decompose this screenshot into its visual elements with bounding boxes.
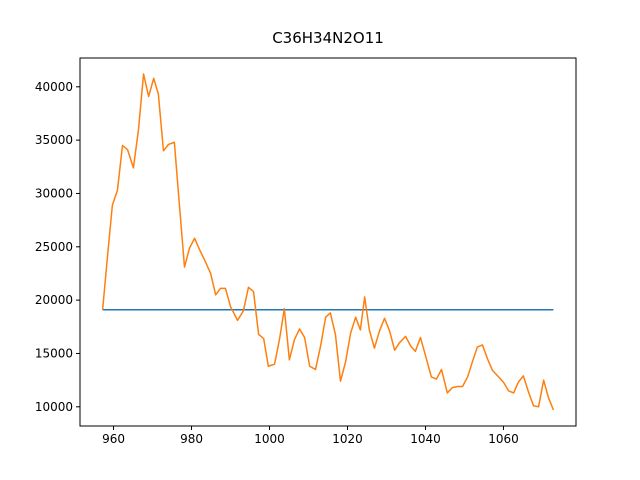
y-tick-label: 40000 — [35, 80, 73, 94]
line-series — [101, 73, 555, 411]
chart-title: C36H34N2O11 — [272, 29, 384, 47]
x-tick-label: 980 — [180, 432, 203, 446]
plot-frame — [79, 57, 577, 427]
x-tick-label: 1060 — [488, 432, 519, 446]
x-tick-label: 1040 — [410, 432, 441, 446]
x-tick-label: 1000 — [254, 432, 285, 446]
y-tick-label: 30000 — [35, 186, 73, 200]
y-tick-label: 35000 — [35, 133, 73, 147]
x-tick-label: 1020 — [332, 432, 363, 446]
y-tick-label: 25000 — [35, 240, 73, 254]
y-tick-label: 20000 — [35, 293, 73, 307]
x-tick-label: 960 — [102, 432, 125, 446]
y-tick-label: 10000 — [35, 400, 73, 414]
y-tick-label: 15000 — [35, 346, 73, 360]
